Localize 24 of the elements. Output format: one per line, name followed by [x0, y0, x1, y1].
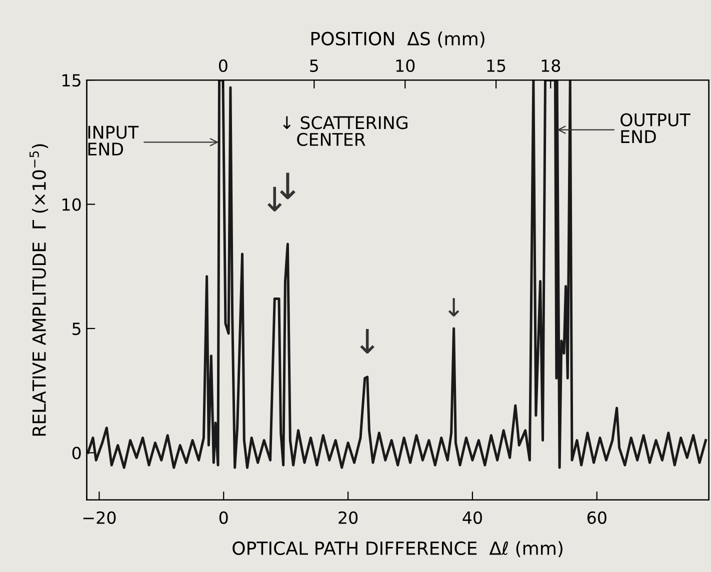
y-axis-title: RELATIVE AMPLITUDE Γ (×10$^{−5}$) — [30, 144, 48, 436]
x-tick-label: 0 — [219, 511, 228, 524]
annotation: ↓ — [448, 298, 460, 316]
annotation: ↓ — [280, 172, 296, 200]
x-tick-label: 20 — [338, 511, 358, 524]
y-tick-label: 10 — [62, 198, 81, 211]
x2-tick-label: 0 — [218, 59, 228, 72]
x-axis-title: OPTICAL PATH DIFFERENCE Δℓ (mm) — [232, 541, 562, 558]
annotation: INPUT END — [88, 126, 139, 156]
x-tick-label: −20 — [83, 511, 116, 524]
annotation: OUTPUT END — [620, 113, 690, 143]
x2-tick-label: 5 — [310, 60, 318, 72]
y-tick-label: 5 — [72, 322, 80, 336]
x2-tick-label: 18 — [542, 59, 560, 72]
y-tick-label: 15 — [62, 74, 80, 87]
annotation: ↓ SCATTERING CENTER — [283, 116, 408, 146]
annotation: ↓ — [267, 186, 282, 212]
x2-tick-label: 15 — [487, 60, 506, 72]
annotation: ↓ — [360, 329, 374, 354]
x-tick-label: 60 — [587, 511, 606, 524]
y-tick-label: 0 — [72, 446, 81, 460]
x-tick-label: 40 — [462, 511, 482, 524]
x2-tick-label: 10 — [396, 59, 415, 72]
x2-axis-title: POSITION ΔS (mm) — [311, 32, 484, 48]
